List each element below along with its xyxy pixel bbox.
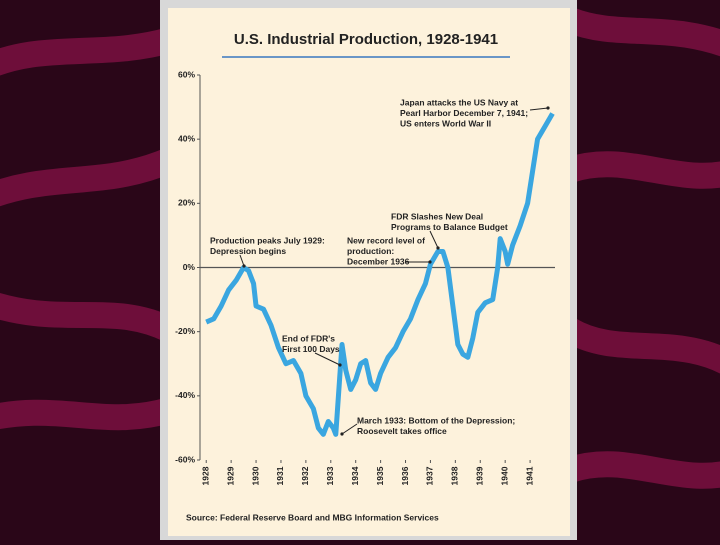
- annotation: Roosevelt takes office: [357, 426, 447, 436]
- x-tick-label: 1933: [325, 466, 335, 485]
- annotation-arrow: [529, 107, 549, 111]
- y-tick-label: 0%: [183, 262, 196, 272]
- annotation: December 1936: [347, 256, 410, 266]
- annotation-arrowhead: [338, 363, 342, 367]
- x-tick-label: 1929: [225, 466, 235, 485]
- annotation-arrowhead: [436, 246, 440, 250]
- series-line: [205, 112, 555, 437]
- x-tick-label: 1938: [450, 466, 460, 485]
- annotation-arrowhead: [428, 260, 432, 264]
- x-tick-label: 1935: [375, 466, 385, 485]
- annotation: production:: [347, 246, 394, 256]
- x-tick-label: 1941: [524, 466, 534, 485]
- x-tick-label: 1937: [425, 466, 435, 485]
- x-tick-label: 1932: [300, 466, 310, 485]
- y-tick-label: 20%: [178, 198, 195, 208]
- y-tick-label: -40%: [175, 390, 195, 400]
- x-tick-label: 1936: [400, 466, 410, 485]
- x-tick-label: 1940: [499, 466, 509, 485]
- annotation: End of FDR's: [282, 333, 335, 343]
- annotation-arrowhead: [546, 106, 550, 110]
- source: Source: Federal Reserve Board and MBG In…: [186, 512, 439, 522]
- annotation-arrow: [314, 352, 341, 366]
- annotation: Production peaks July 1929:: [210, 235, 325, 245]
- x-tick-label: 1931: [275, 466, 285, 485]
- chart-title: U.S. Industrial Production, 1928-1941: [234, 31, 498, 48]
- y-tick-label: -60%: [175, 454, 195, 464]
- annotation: Depression begins: [210, 246, 286, 256]
- annotation-arrowhead: [340, 432, 344, 436]
- y-tick-label: 60%: [178, 69, 195, 79]
- y-tick-label: -20%: [175, 326, 195, 336]
- annotation-arrow: [429, 230, 439, 249]
- annotation: FDR Slashes New Deal: [391, 211, 483, 221]
- x-tick-label: 1939: [475, 466, 485, 485]
- x-tick-label: 1928: [200, 466, 210, 485]
- x-tick-label: 1930: [250, 466, 260, 485]
- annotation-arrow: [239, 254, 245, 267]
- annotation: Japan attacks the US Navy at: [400, 97, 518, 107]
- annotation: New record level of: [347, 235, 425, 245]
- panel: [168, 8, 570, 536]
- annotation: First 100 Days: [282, 344, 340, 354]
- annotation-arrowhead: [242, 264, 246, 268]
- y-tick-label: 40%: [178, 133, 195, 143]
- annotation: Programs to Balance Budget: [391, 222, 508, 232]
- annotation: US enters World War II: [400, 118, 491, 128]
- annotation: March 1933: Bottom of the Depression;: [357, 415, 515, 425]
- decor-stripes: [0, 7, 720, 489]
- x-tick-label: 1934: [350, 466, 360, 485]
- annotation: Pearl Harbor December 7, 1941;: [400, 108, 528, 118]
- annotation-arrow: [341, 423, 358, 435]
